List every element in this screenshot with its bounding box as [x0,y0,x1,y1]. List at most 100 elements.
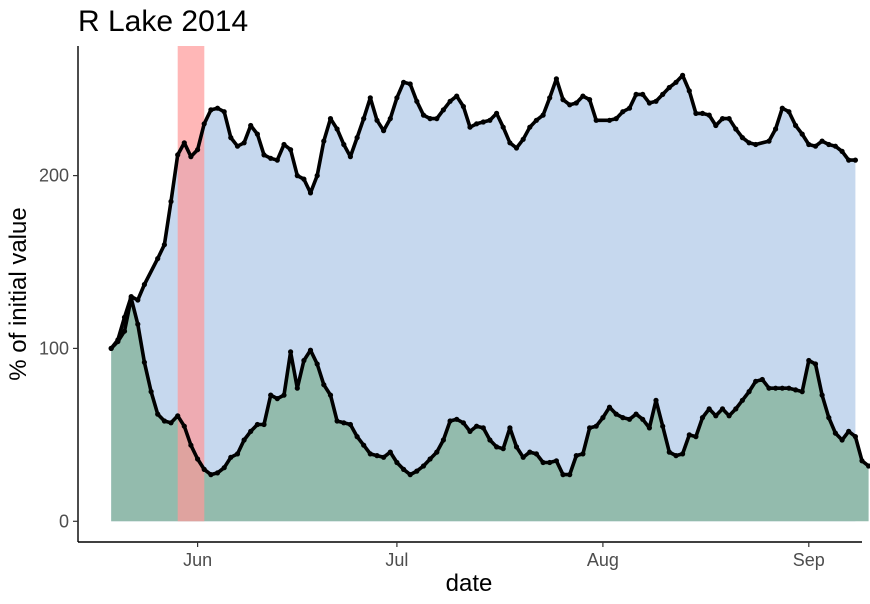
y-axis-ticks: 0 100 200 [39,166,78,531]
data-point [846,428,852,434]
data-point [699,415,706,421]
data-point [241,437,247,443]
series-2-points [108,295,870,478]
data-point [500,124,506,130]
data-point [686,432,692,438]
data-point [347,154,353,160]
data-point [587,425,593,431]
data-point [706,406,712,412]
data-point [414,468,420,474]
data-point [660,91,666,97]
data-point [593,423,599,429]
data-point [354,434,360,440]
data-point [301,357,307,364]
data-point [713,122,719,129]
data-point [175,152,181,158]
data-point [666,84,672,91]
x-axis-ticks: Jun Jul Aug Sep [183,542,825,570]
data-point [201,121,207,127]
data-point [613,411,619,417]
data-point [254,421,260,428]
data-point [141,281,147,288]
data-point [288,147,294,153]
data-point [759,376,765,383]
data-point [726,116,732,122]
data-point [208,107,214,113]
data-point [268,392,274,398]
data-point [327,116,334,122]
data-point [587,97,593,103]
data-point [520,136,526,142]
data-point [806,141,812,148]
data-point [420,112,427,118]
data-point [646,100,653,106]
data-point [567,102,573,108]
data-point [573,100,579,106]
data-point [779,385,785,391]
highlight-band [177,46,205,522]
data-point [347,421,353,428]
series-2-area [111,298,869,522]
data-point [121,328,128,334]
data-point [613,116,619,122]
data-point [460,103,466,110]
y-axis-title: % of initial value [5,207,32,380]
data-point [620,415,626,421]
data-point [281,141,287,148]
data-point [341,141,347,148]
data-point [248,428,254,434]
data-point [719,406,726,412]
data-point [866,463,870,469]
data-point [434,449,440,455]
data-point [573,453,579,459]
data-point [786,385,792,391]
data-point [806,357,812,364]
data-point [773,126,779,132]
data-point [693,110,699,116]
data-point [201,466,207,472]
data-point [693,434,699,440]
data-point [420,463,427,469]
data-point [726,413,732,419]
data-point [527,124,533,130]
y-tick-label: 200 [39,166,69,186]
data-point [155,256,161,262]
data-point [839,148,845,154]
data-point [540,459,546,466]
data-point [494,444,500,450]
y-tick-label: 0 [59,511,69,531]
x-axis-title: date [446,570,493,597]
data-point [826,415,832,421]
data-point [188,442,194,448]
data-point [580,451,586,457]
data-point [161,418,167,424]
data-point [221,109,227,115]
data-point [354,135,360,141]
data-point [434,116,440,122]
data-point [580,93,586,99]
data-point [454,416,460,422]
data-point [135,297,141,303]
data-point [314,173,320,179]
data-point [513,444,520,450]
data-point [686,88,692,94]
data-point [221,465,227,471]
plot-area [108,46,870,522]
data-point [254,131,260,137]
data-point [799,389,805,395]
data-point [447,98,453,104]
data-point [454,93,460,99]
data-point [367,451,373,457]
data-point [294,385,300,391]
data-point [341,420,347,426]
chart-title: R Lake 2014 [78,5,248,38]
data-point [620,109,626,115]
data-point [467,124,473,130]
data-point [401,466,407,472]
data-point [713,413,719,419]
data-point [520,454,526,460]
data-point [128,295,134,301]
data-point [407,472,413,478]
data-point [600,415,606,421]
